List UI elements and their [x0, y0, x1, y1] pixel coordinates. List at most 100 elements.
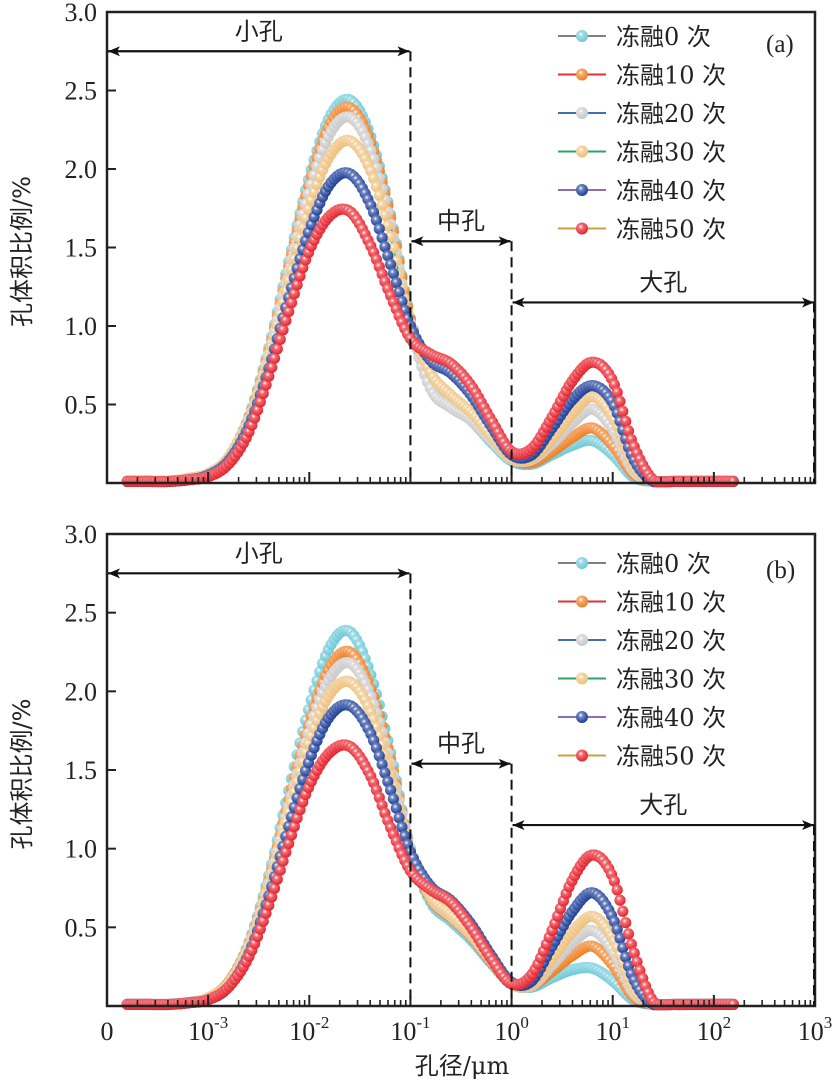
data-point: [263, 370, 275, 382]
data-point: [622, 928, 635, 940]
data-point: [274, 864, 286, 876]
series-5: [121, 739, 739, 1011]
legend-label: 冻融20 次: [616, 627, 726, 655]
data-point: [611, 923, 623, 936]
legend-label: 冻融10 次: [616, 62, 726, 90]
data-point: [266, 891, 278, 903]
data-point: [390, 802, 402, 814]
data-point: [727, 475, 739, 487]
legend-label: 冻融30 次: [616, 139, 726, 167]
data-point: [387, 793, 399, 805]
legend-item: 冻融40 次: [558, 704, 726, 732]
y-tick-label: 2.0: [65, 155, 98, 184]
data-point: [297, 773, 309, 786]
panel-a-curves: [121, 93, 739, 488]
data-point: [277, 324, 289, 336]
data-point: [254, 396, 266, 408]
data-point: [373, 189, 385, 202]
data-point: [608, 875, 620, 887]
y-tick-label: 2.5: [65, 77, 98, 106]
data-point: [393, 286, 405, 298]
series-1: [121, 645, 739, 1011]
legend-marker: [576, 711, 588, 723]
x-tick-label: 101: [595, 1013, 630, 1046]
data-point: [385, 784, 397, 796]
data-point: [390, 277, 402, 289]
x-tick-label: 100: [494, 1013, 528, 1046]
data-point: [379, 767, 391, 779]
legend-label: 冻融0 次: [616, 550, 711, 578]
y-tick-label: 0.5: [65, 391, 98, 420]
data-point: [268, 352, 281, 364]
data-point: [620, 917, 632, 929]
y-tick-label: 1.5: [65, 234, 98, 263]
series-line: [127, 208, 734, 483]
data-point: [283, 306, 295, 318]
large-pore-label: 大孔: [639, 268, 687, 296]
panel-b-curves: [121, 624, 739, 1011]
data-point: [382, 776, 394, 788]
large-pore-label: 大孔: [639, 791, 687, 819]
data-point: [385, 258, 397, 270]
legend-marker: [576, 30, 588, 42]
legend-label: 冻融0 次: [616, 23, 711, 51]
panel-a-tag: (a): [766, 31, 794, 58]
y-tick-label: 3.0: [65, 0, 98, 27]
data-point: [611, 884, 623, 896]
data-point: [614, 932, 626, 944]
data-point: [379, 241, 391, 253]
x-tick-labels: 0 10-3 10-2 10-1 100 101 102 103: [101, 1013, 833, 1046]
data-point: [271, 343, 283, 355]
data-point: [376, 232, 388, 244]
x-tick-label: 10-2: [289, 1013, 329, 1046]
y-tick-label: 1.0: [65, 312, 98, 341]
data-point: [268, 882, 281, 894]
legend-item: 冻融10 次: [558, 62, 726, 90]
data-point: [288, 288, 300, 300]
legend-marker: [576, 634, 588, 646]
data-point: [382, 250, 394, 262]
data-point: [370, 214, 382, 226]
series-2: [121, 111, 739, 488]
y-tick-label: 1.0: [65, 835, 98, 864]
data-point: [622, 425, 635, 437]
data-point: [288, 821, 300, 833]
legend-marker: [576, 222, 588, 235]
legend-label: 冻融10 次: [616, 589, 726, 617]
data-point: [257, 387, 269, 400]
x-tick-label: 10-3: [188, 1013, 228, 1046]
medium-pore-label: 中孔: [437, 207, 485, 235]
y-tick-label: 2.0: [65, 677, 98, 706]
legend-label: 冻融50 次: [616, 216, 726, 244]
x-tick-label: 0: [101, 1017, 114, 1046]
data-point: [260, 379, 272, 391]
legend-marker: [576, 68, 588, 81]
data-point: [370, 180, 382, 193]
data-point: [280, 846, 292, 858]
legend-label: 冻融40 次: [616, 177, 726, 205]
legend-item: 冻融0 次: [558, 550, 711, 578]
data-point: [302, 203, 315, 215]
data-point: [614, 894, 626, 906]
series-line: [127, 116, 734, 483]
data-point: [376, 758, 388, 770]
x-tick-label: 103: [798, 1013, 833, 1046]
legend-item: 冻融40 次: [558, 177, 726, 205]
medium-pore-label: 中孔: [437, 730, 485, 758]
data-point: [617, 905, 629, 917]
legend-item: 冻融30 次: [558, 139, 726, 167]
y-tick-label: 2.5: [65, 599, 98, 628]
data-point: [393, 812, 405, 824]
series-5: [121, 203, 739, 488]
legend-item: 冻融10 次: [558, 589, 726, 617]
legend-label: 冻融20 次: [616, 100, 726, 128]
y-axis-title: 孔体积比例/%: [8, 699, 36, 850]
small-pore-label: 小孔: [235, 539, 283, 567]
data-point: [620, 951, 632, 963]
data-point: [727, 998, 739, 1011]
legend-label: 冻融50 次: [616, 743, 726, 771]
